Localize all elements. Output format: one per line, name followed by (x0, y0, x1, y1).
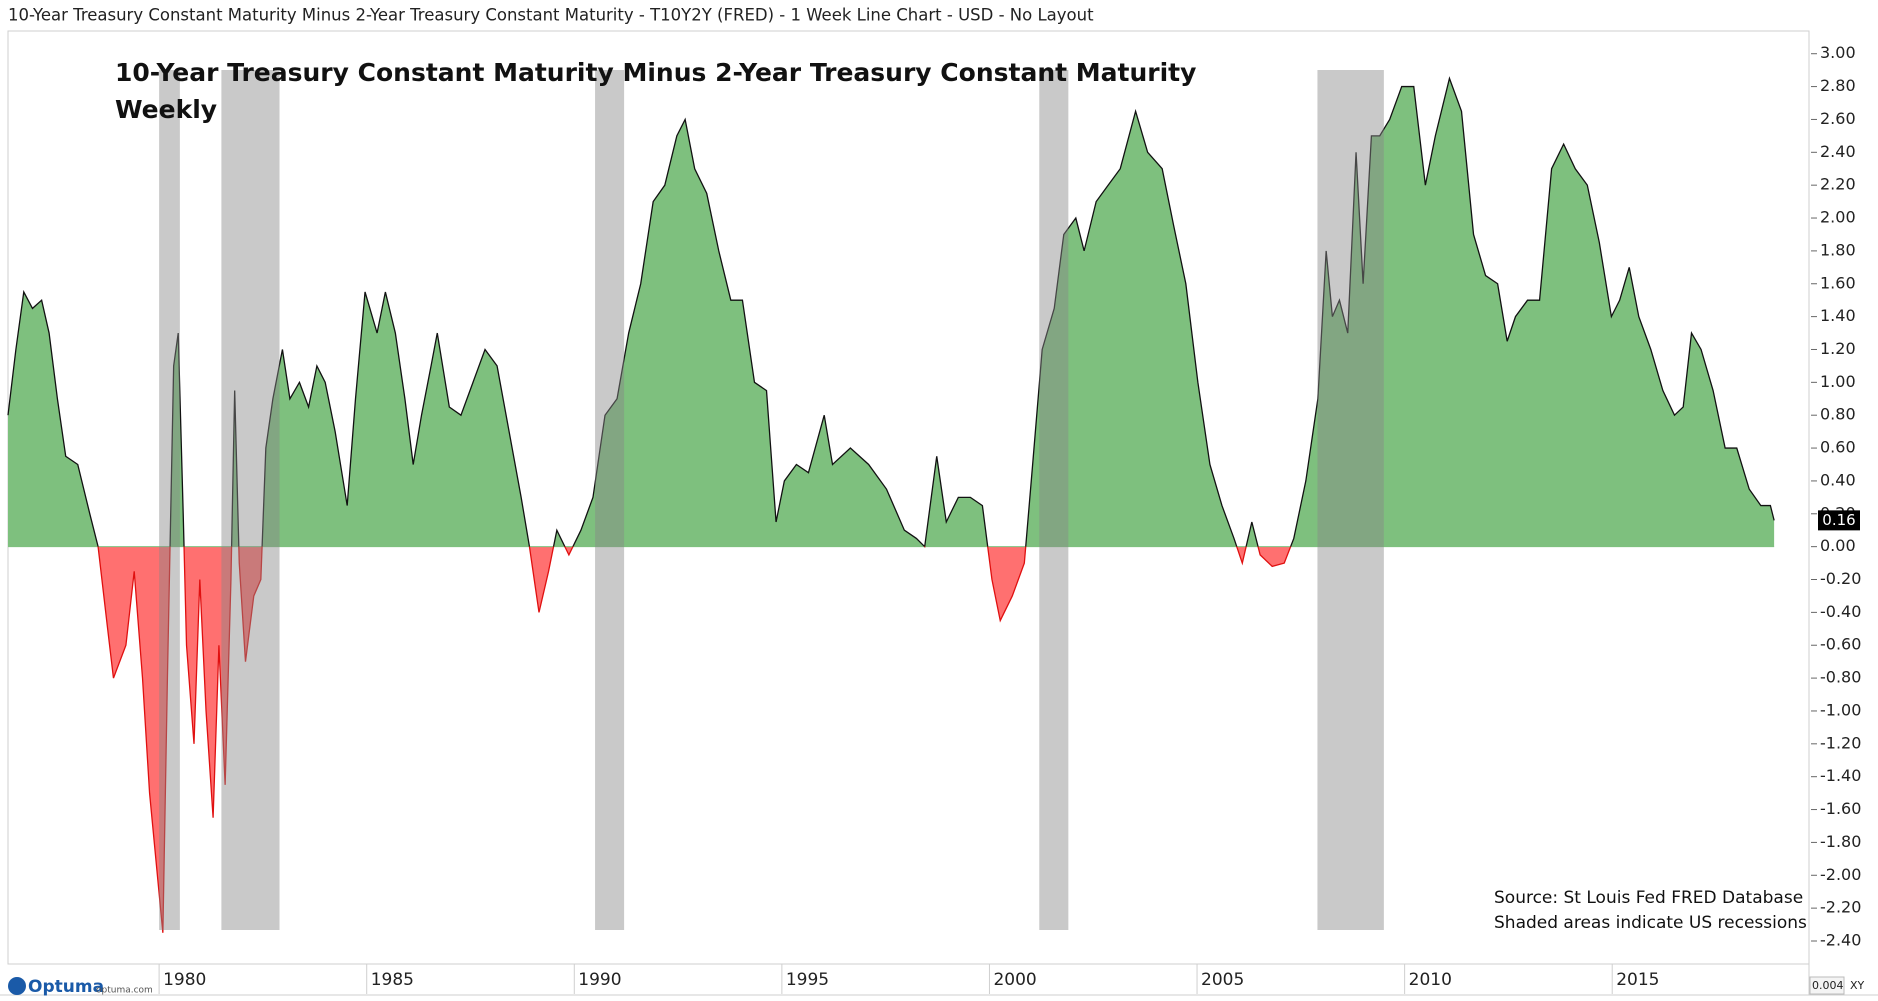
y-tick-label: -0.40 (1820, 602, 1861, 621)
mode[interactable]: XY (1850, 979, 1865, 992)
plot-layer: 3.00 2.80 2.60 2.40 2.20 2.00 1.80 1.60 1.40 1.20… (7, 43, 1861, 994)
y-tick-label: 2.20 (1820, 175, 1856, 194)
logo-icon (8, 977, 26, 995)
x-tick-label: 2000 (993, 970, 1036, 990)
chart-title: 10-Year Treasury Constant Maturity Minus… (115, 58, 1196, 87)
x-tick-label: 1980 (163, 970, 206, 990)
y-tick-label: -0.20 (1820, 569, 1861, 588)
line (7, 76, 1775, 933)
y-tick-label: -0.60 (1820, 635, 1861, 654)
annotation: Source: St Louis Fed FRED Database (1494, 888, 1803, 908)
x-tick-label: 1985 (371, 970, 414, 990)
last-value-box (1818, 510, 1860, 531)
y-tick-label: -1.40 (1820, 766, 1861, 785)
x-tick-label: 2005 (1201, 970, 1244, 990)
scale-box[interactable] (1809, 976, 1845, 995)
y-tick-label: 0.80 (1820, 405, 1856, 424)
header-bar (0, 0, 1878, 31)
recession-band (159, 70, 180, 930)
y-tick-label: 0.00 (1820, 536, 1856, 555)
y-tick-label: 1.40 (1820, 306, 1856, 325)
chart-subtitle: Weekly (115, 95, 217, 124)
x-tick-label: 1995 (786, 970, 829, 990)
y-tick-label: 2.60 (1820, 109, 1856, 128)
area (8, 78, 1775, 933)
y-tick-label: 0.40 (1820, 470, 1856, 489)
y-tick-label: -1.20 (1820, 733, 1861, 752)
y-tick-label: 0.60 (1820, 438, 1856, 457)
y-tick-label: -2.00 (1820, 865, 1861, 884)
y-tick-label: 2.80 (1820, 76, 1856, 95)
recession-band (595, 70, 625, 930)
y-tick-label: 1.60 (1820, 273, 1856, 292)
header-title: 10-Year Treasury Constant Maturity Minus… (8, 6, 1094, 25)
y-tick-label: -1.00 (1820, 700, 1861, 719)
y-tick-label: 1.80 (1820, 240, 1856, 259)
x-tick-label: 2010 (1409, 970, 1452, 990)
recession-band (221, 70, 280, 930)
annotation: Shaded areas indicate US recessions (1494, 913, 1807, 933)
y-tick-label: -1.60 (1820, 799, 1861, 818)
y-tick-label: 2.00 (1820, 208, 1856, 227)
x-tick-label: 1990 (578, 970, 621, 990)
y-tick-label: -2.40 (1820, 930, 1861, 949)
logo: Optuma (28, 977, 104, 997)
logo-site: optuma.com (96, 986, 153, 996)
y-tick-label: -0.80 (1820, 668, 1861, 687)
x-tick-label: 2015 (1616, 970, 1659, 990)
y-tick-label: 2.40 (1820, 142, 1856, 161)
y-tick-label: -2.20 (1820, 898, 1861, 917)
y-tick-label: 1.20 (1820, 339, 1856, 358)
y-tick-label: 1.00 (1820, 372, 1856, 391)
y-tick-label: 3.00 (1820, 43, 1856, 62)
last-value-label: 0.16 (1822, 511, 1855, 529)
recession-band (1317, 70, 1384, 930)
scale-value[interactable]: 0.004 (1812, 979, 1844, 992)
y-tick-label: -1.80 (1820, 832, 1861, 851)
recession-band (1039, 70, 1069, 930)
